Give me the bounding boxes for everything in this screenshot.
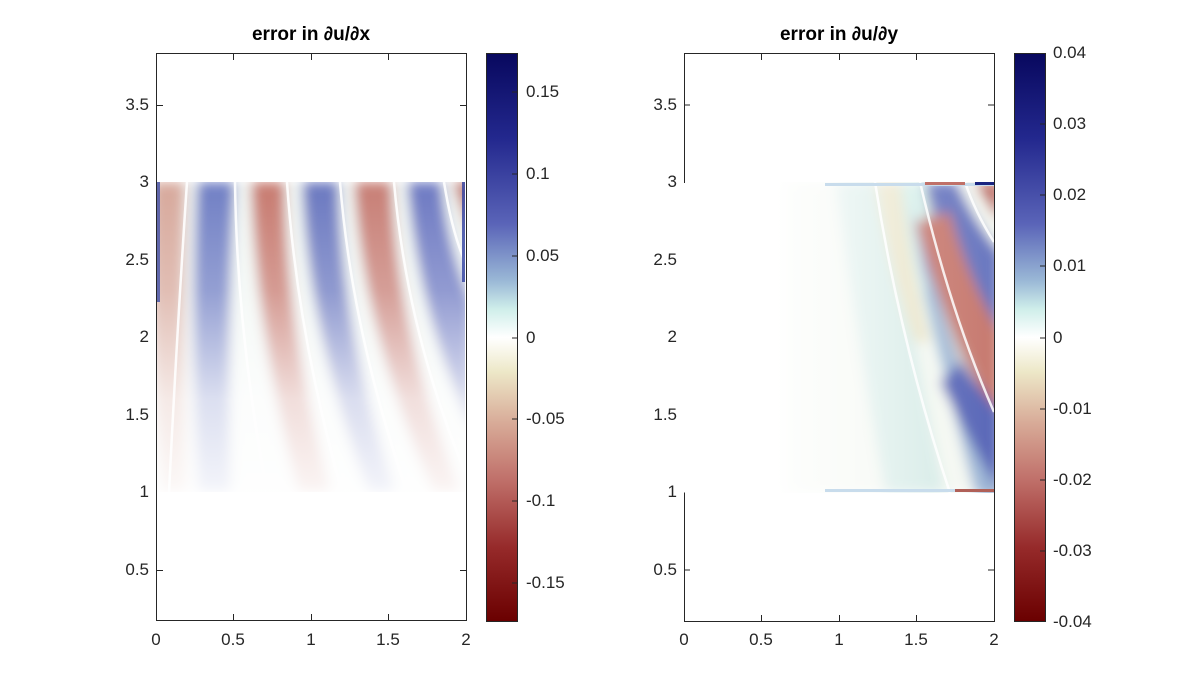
left-heatmap — [157, 182, 465, 492]
x-tick — [233, 54, 234, 60]
colorbar-tick-label: -0.01 — [1053, 399, 1092, 418]
y-tick-label: 3 — [139, 172, 149, 191]
colorbar-tick-label: 0.04 — [1053, 43, 1087, 62]
x-tick-label: 0.5 — [221, 630, 245, 649]
y-tick-label: 3.5 — [653, 95, 677, 114]
x-tick-label: 1 — [834, 630, 844, 649]
x-tick-label: 0 — [679, 630, 689, 649]
y-tick — [157, 570, 163, 571]
y-tick-label: 1.5 — [125, 405, 149, 424]
x-tick — [311, 54, 312, 60]
right-colorbar-gradient — [1014, 53, 1046, 622]
colorbar-tick-label: 0 — [526, 328, 536, 347]
colorbar-tick-label: 0 — [1053, 328, 1063, 347]
y-tick-label: 2.5 — [653, 250, 677, 269]
colorbar-tick-label: -0.03 — [1053, 541, 1092, 560]
y-tick-label: 1 — [667, 482, 677, 501]
colorbar-tick-label: 0.15 — [526, 82, 560, 101]
colorbar-tick-label: 0.05 — [526, 246, 560, 265]
colorbar-tick-label: -0.05 — [526, 409, 565, 428]
y-tick-label: 0.5 — [125, 560, 149, 579]
left-plot-title: error in ∂u/∂x — [251, 24, 371, 45]
colorbar-tick-label: -0.15 — [526, 573, 565, 592]
left-colorbar-gradient — [486, 53, 518, 622]
y-tick — [460, 105, 466, 106]
right-plot-title: error in ∂u/∂y — [779, 24, 899, 45]
x-tick — [388, 54, 389, 60]
x-tick-label: 1.5 — [904, 630, 928, 649]
y-tick-label: 3 — [667, 172, 677, 191]
colorbar-tick-label: 0.1 — [526, 164, 550, 183]
x-tick-label: 0.5 — [749, 630, 773, 649]
y-tick-label: 2.5 — [125, 250, 149, 269]
colorbar-tick-label: 0.02 — [1053, 185, 1087, 204]
y-tick — [460, 570, 466, 571]
x-tick-label: 2 — [989, 630, 999, 649]
colorbar-tick-label: 0.03 — [1053, 114, 1087, 133]
y-tick-label: 0.5 — [653, 560, 677, 579]
x-tick-label: 1.5 — [376, 630, 400, 649]
y-tick — [157, 105, 163, 106]
colorbar-tick-label: 0.01 — [1053, 256, 1087, 275]
x-tick — [311, 614, 312, 620]
y-tick-label: 2 — [139, 327, 149, 346]
y-tick-label: 3.5 — [125, 95, 149, 114]
y-tick-label: 1 — [139, 482, 149, 501]
right-heatmap — [685, 182, 994, 493]
x-tick-label: 1 — [306, 630, 316, 649]
colorbar-tick-label: -0.04 — [1053, 612, 1092, 631]
colorbar-tick-label: -0.02 — [1053, 470, 1092, 489]
y-tick-label: 1.5 — [653, 405, 677, 424]
x-tick-label: 0 — [151, 630, 161, 649]
y-tick-label: 2 — [667, 327, 677, 346]
x-tick — [233, 614, 234, 620]
colorbar-tick-label: -0.1 — [526, 491, 556, 510]
x-tick-label: 2 — [461, 630, 471, 649]
x-tick — [388, 614, 389, 620]
